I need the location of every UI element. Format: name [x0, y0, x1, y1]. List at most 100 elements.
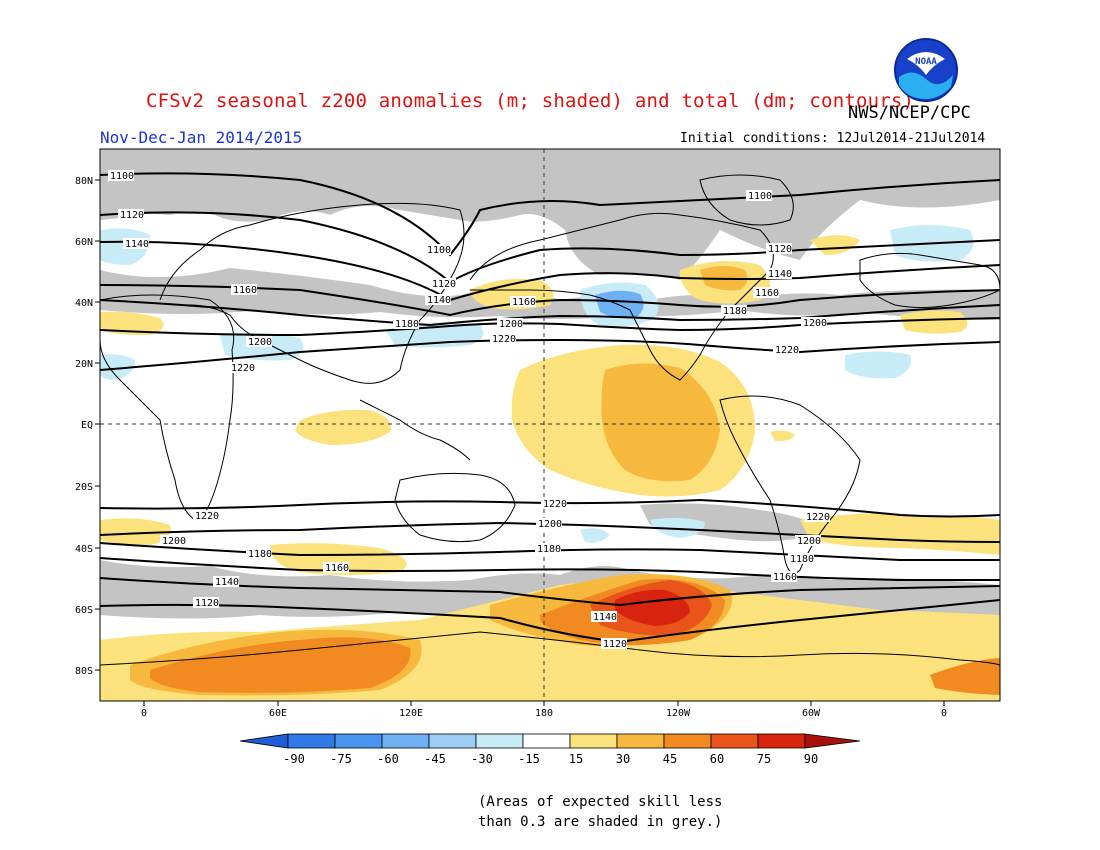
contour-label: 1180 — [537, 544, 561, 555]
lon-label: 60E — [269, 708, 287, 719]
colorbar-label: 60 — [710, 752, 724, 766]
contour-label: 1120 — [195, 598, 219, 609]
contour-1120-north — [100, 211, 1000, 284]
coastline-southeast-asia — [359, 399, 471, 461]
positive-anomaly-south-atlantic-east — [930, 658, 1000, 695]
colorbar-box-2 — [334, 733, 383, 749]
contour-label: 1200 — [803, 318, 827, 329]
colorbar-label: 15 — [569, 752, 583, 766]
lat-label: 40S — [75, 544, 93, 555]
contour-label: 1180 — [395, 319, 419, 330]
colorbar-arrow-low — [239, 733, 289, 749]
contour-1180-north — [100, 299, 1000, 327]
colorbar-label: 30 — [616, 752, 630, 766]
contour-label: 1220 — [775, 345, 799, 356]
lat-label: 20N — [75, 359, 93, 370]
lon-label: 0 — [941, 708, 947, 719]
contour-1120-south — [100, 599, 1000, 644]
colorbar-box-1 — [287, 733, 336, 749]
positive-anomaly-europe — [900, 310, 968, 334]
lon-label: 60W — [802, 708, 821, 719]
contour-label: 1120 — [432, 279, 456, 290]
contour-label: 1200 — [797, 536, 821, 547]
lon-label: 180 — [535, 708, 553, 719]
noaa-logo-text: NOAA — [915, 57, 937, 67]
colorbar-label: 75 — [757, 752, 771, 766]
lat-label: 80S — [75, 666, 93, 677]
contour-label: 1120 — [603, 639, 627, 650]
latitude-labels: 80N 60N 40N 20N EQ 20S 40S 60S 80S — [75, 176, 93, 677]
lat-label: 80N — [75, 176, 93, 187]
negative-anomaly-north-pacific-core — [595, 290, 644, 318]
contour-label: 1180 — [723, 306, 747, 317]
noaa-logo: NOAA — [894, 38, 958, 102]
contour-label: 1160 — [773, 572, 797, 583]
contour-1100-north — [100, 172, 1000, 257]
lat-label: 40N — [75, 298, 93, 309]
contour-label: 1160 — [325, 563, 349, 574]
colorbar-box-10 — [710, 733, 759, 749]
contour-label: 1160 — [755, 288, 779, 299]
positive-anomaly-south-indian — [270, 543, 407, 575]
axis-ticks — [95, 179, 945, 706]
period-label: Nov-Dec-Jan 2014/2015 — [100, 128, 303, 147]
positive-anomaly-indian-ocean — [295, 409, 391, 445]
contour-label: 1160 — [512, 297, 536, 308]
negative-anomaly-east — [845, 351, 911, 379]
colorbar-label: -75 — [330, 752, 352, 766]
contour-1160-north — [100, 284, 1000, 317]
contour-1160-south — [100, 557, 1000, 582]
colorbar-label: -90 — [283, 752, 305, 766]
grey-low-skill-nh-band — [100, 268, 1000, 320]
map-title: CFSv2 seasonal z200 anomalies (m; shaded… — [146, 90, 915, 112]
agency-label: NWS/NCEP/CPC — [848, 103, 971, 123]
positive-anomaly-small-pacific — [770, 430, 795, 442]
skill-footnote: (Areas of expected skill less than 0.3 a… — [478, 792, 722, 832]
contour-1140-north — [100, 240, 1000, 302]
lon-label: 120E — [399, 708, 423, 719]
positive-anomaly-sh-mid-east — [800, 513, 1000, 555]
colorbar-box-9 — [663, 733, 712, 749]
contour-label: 1200 — [538, 519, 562, 530]
contour-label: 1120 — [120, 210, 144, 221]
contour-label: 1140 — [215, 577, 239, 588]
skill-footnote-line: (Areas of expected skill less — [478, 794, 723, 810]
contour-label: 1200 — [499, 319, 523, 330]
contour-label: 1100 — [748, 191, 772, 202]
colorbar-box-4 — [428, 733, 477, 749]
colorbar-box-6 — [522, 733, 571, 749]
contour-label: 1220 — [195, 511, 219, 522]
negative-anomaly-tropical-west — [100, 354, 135, 380]
contour-labels-layer: 1100 1120 1140 1160 1200 1220 1100 1120 … — [108, 170, 830, 650]
contour-1200-south — [100, 521, 1000, 543]
lon-label: 0 — [141, 708, 147, 719]
contour-label: 1140 — [768, 269, 792, 280]
contour-1140-south — [100, 577, 1000, 607]
contour-label: 1140 — [125, 239, 149, 250]
contour-label: 1140 — [593, 612, 617, 623]
colorbar-box-7 — [569, 733, 618, 749]
contour-label: 1200 — [162, 536, 186, 547]
contour-label: 1200 — [248, 337, 272, 348]
contour-label: 1160 — [233, 285, 257, 296]
colorbar-label: -15 — [518, 752, 540, 766]
initial-conditions-label: Initial conditions: 12Jul2014-21Jul2014 — [680, 131, 986, 146]
colorbar-box-11 — [757, 733, 806, 749]
positive-anomaly-sh-mid-west — [100, 518, 171, 546]
colorbar-label: 45 — [663, 752, 677, 766]
contour-label: 1220 — [543, 499, 567, 510]
map-frame — [99, 148, 1001, 702]
lat-label: 60N — [75, 237, 93, 248]
coastline-greenland — [699, 174, 794, 226]
colorbar-box-3 — [381, 733, 430, 749]
colorbar-label: -45 — [424, 752, 446, 766]
contour-1220-south — [100, 498, 1000, 518]
contour-label: 1140 — [427, 295, 451, 306]
colorbar-label: -30 — [471, 752, 493, 766]
contour-label: 1220 — [231, 363, 255, 374]
contour-label: 1220 — [806, 512, 830, 523]
colorbar-arrow-high — [804, 733, 861, 749]
colorbar-box-5 — [475, 733, 524, 749]
contour-1220-north — [100, 338, 1000, 371]
